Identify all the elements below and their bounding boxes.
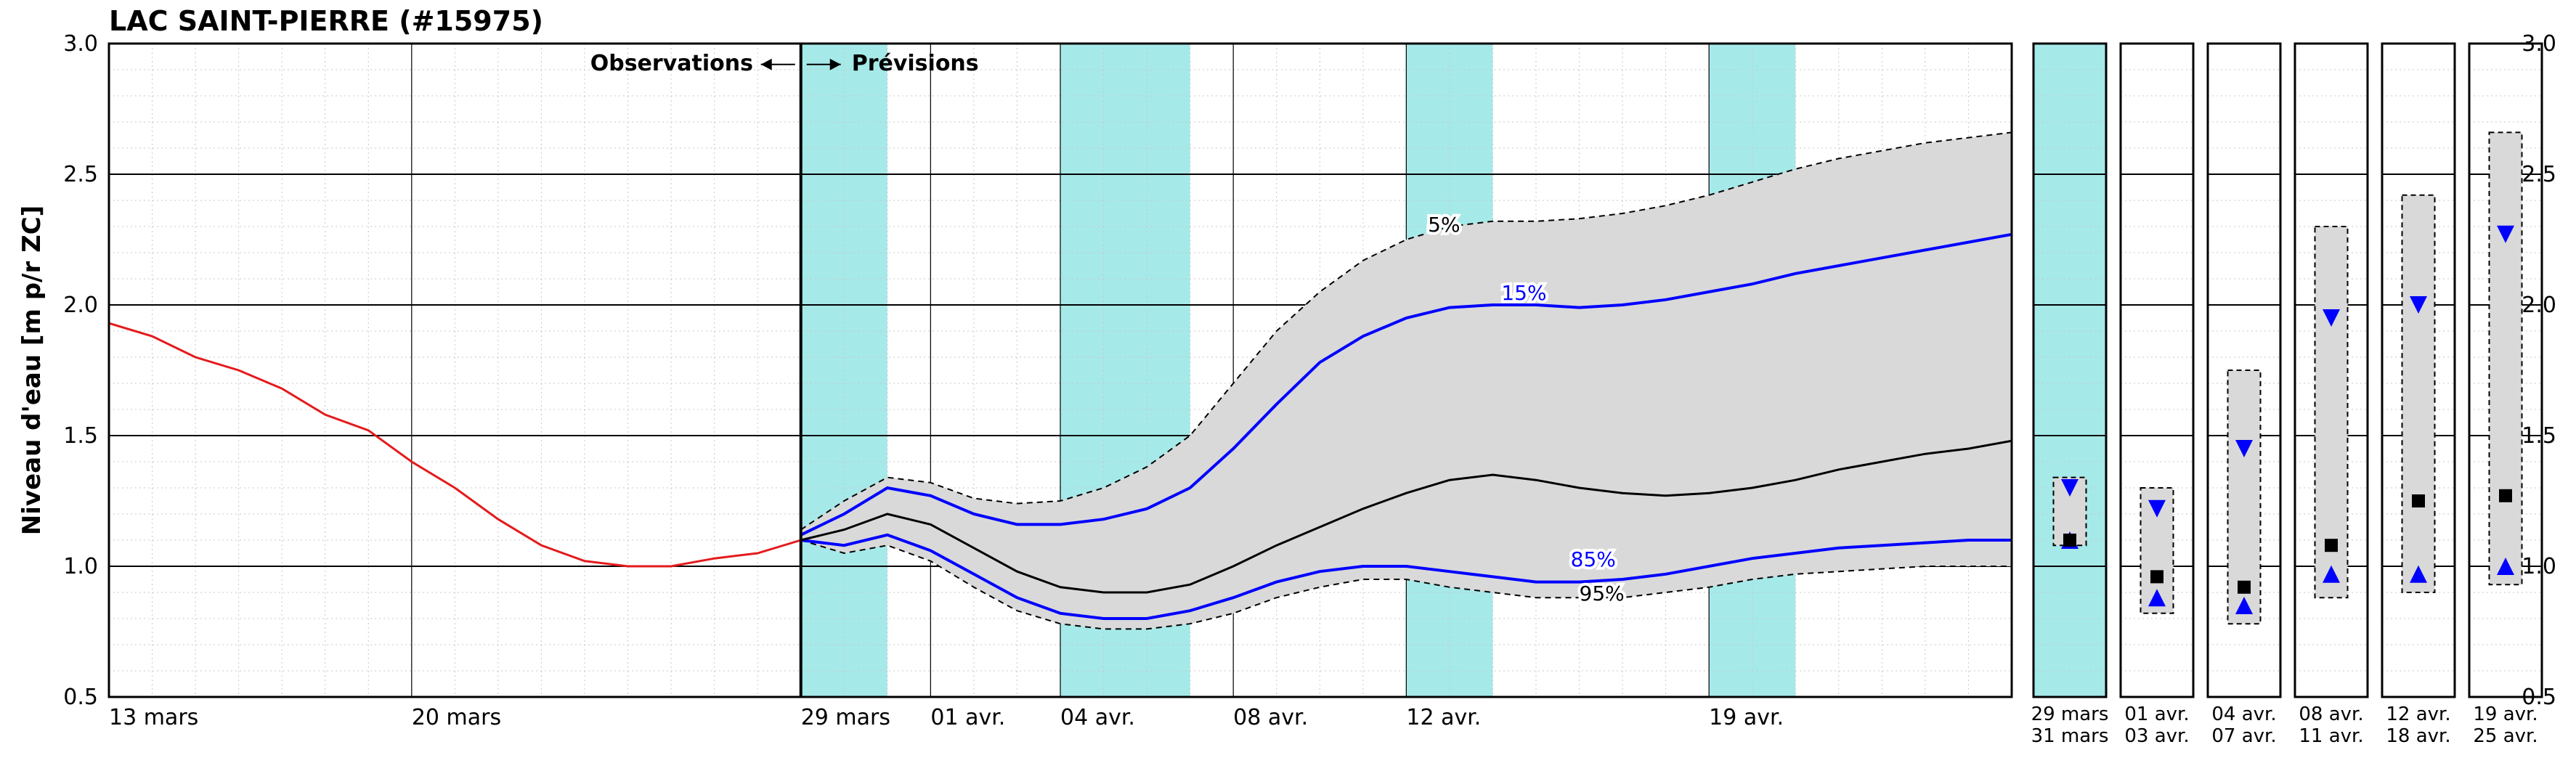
median-marker bbox=[2499, 489, 2512, 502]
summary-panel: 04 avr.07 avr. bbox=[2208, 44, 2280, 747]
y-tick-label-right: 1.5 bbox=[2522, 423, 2556, 449]
panel-range-box bbox=[2490, 132, 2522, 584]
y-tick-label-right: 1.0 bbox=[2522, 554, 2556, 579]
y-tick-label-left: 2.5 bbox=[63, 162, 98, 187]
y-tick-label-left: 1.0 bbox=[63, 554, 98, 579]
median-marker bbox=[2412, 494, 2425, 507]
panel-label-bottom: 11 avr. bbox=[2299, 725, 2363, 747]
median-marker bbox=[2238, 581, 2251, 594]
panel-label-top: 12 avr. bbox=[2386, 703, 2450, 725]
x-tick-label: 04 avr. bbox=[1060, 705, 1135, 730]
panel-label-bottom: 03 avr. bbox=[2124, 725, 2189, 747]
y-tick-label-right: 2.0 bbox=[2522, 293, 2556, 318]
panel-label-top: 08 avr. bbox=[2299, 703, 2363, 725]
previsions-label: Prévisions bbox=[852, 51, 979, 76]
panel-label-bottom: 18 avr. bbox=[2386, 725, 2450, 747]
summary-panel: 19 avr.25 avr. bbox=[2469, 44, 2542, 747]
pct-label: 85% bbox=[1571, 547, 1616, 571]
x-tick-label: 08 avr. bbox=[1233, 705, 1308, 730]
y-tick-label-left: 1.5 bbox=[63, 423, 98, 449]
summary-panel: 08 avr.11 avr. bbox=[2295, 44, 2368, 747]
y-tick-label-right: 2.5 bbox=[2522, 162, 2556, 187]
x-tick-label: 20 mars bbox=[412, 705, 501, 730]
x-tick-label: 01 avr. bbox=[930, 705, 1005, 730]
panel-label-top: 04 avr. bbox=[2211, 703, 2276, 725]
y-tick-label-right: 0.5 bbox=[2522, 685, 2556, 710]
y-axis-label: Niveau d'eau [m p/r ZC] bbox=[17, 205, 46, 535]
x-tick-label: 12 avr. bbox=[1406, 705, 1481, 730]
x-tick-label: 29 mars bbox=[801, 705, 890, 730]
panel-range-box bbox=[2402, 195, 2435, 592]
median-marker bbox=[2063, 534, 2076, 547]
chart-title: LAC SAINT-PIERRE (#15975) bbox=[109, 5, 543, 37]
pct-label: 95% bbox=[1580, 582, 1625, 605]
panel-label-top: 01 avr. bbox=[2124, 703, 2189, 725]
panel-label-bottom: 31 mars bbox=[2031, 725, 2109, 747]
y-tick-label-left: 2.0 bbox=[63, 293, 98, 318]
panel-label-bottom: 07 avr. bbox=[2211, 725, 2276, 747]
pct-label: 15% bbox=[1501, 281, 1546, 305]
x-tick-label: 13 mars bbox=[109, 705, 198, 730]
y-tick-label-left: 0.5 bbox=[63, 685, 98, 710]
summary-panel: 01 avr.03 avr. bbox=[2121, 44, 2193, 747]
observations-label: Observations bbox=[590, 51, 753, 76]
summary-panel: 29 mars31 mars bbox=[2031, 44, 2109, 747]
median-marker bbox=[2325, 539, 2338, 552]
summary-panel: 12 avr.18 avr. bbox=[2382, 44, 2455, 747]
y-tick-label-right: 3.0 bbox=[2522, 31, 2556, 57]
panel-label-bottom: 25 avr. bbox=[2473, 725, 2538, 747]
x-tick-label: 19 avr. bbox=[1709, 705, 1784, 730]
median-marker bbox=[2150, 570, 2163, 583]
y-tick-label-left: 3.0 bbox=[63, 31, 98, 57]
pct-label: 5% bbox=[1428, 213, 1460, 237]
panel-label-top: 29 mars bbox=[2031, 703, 2109, 725]
